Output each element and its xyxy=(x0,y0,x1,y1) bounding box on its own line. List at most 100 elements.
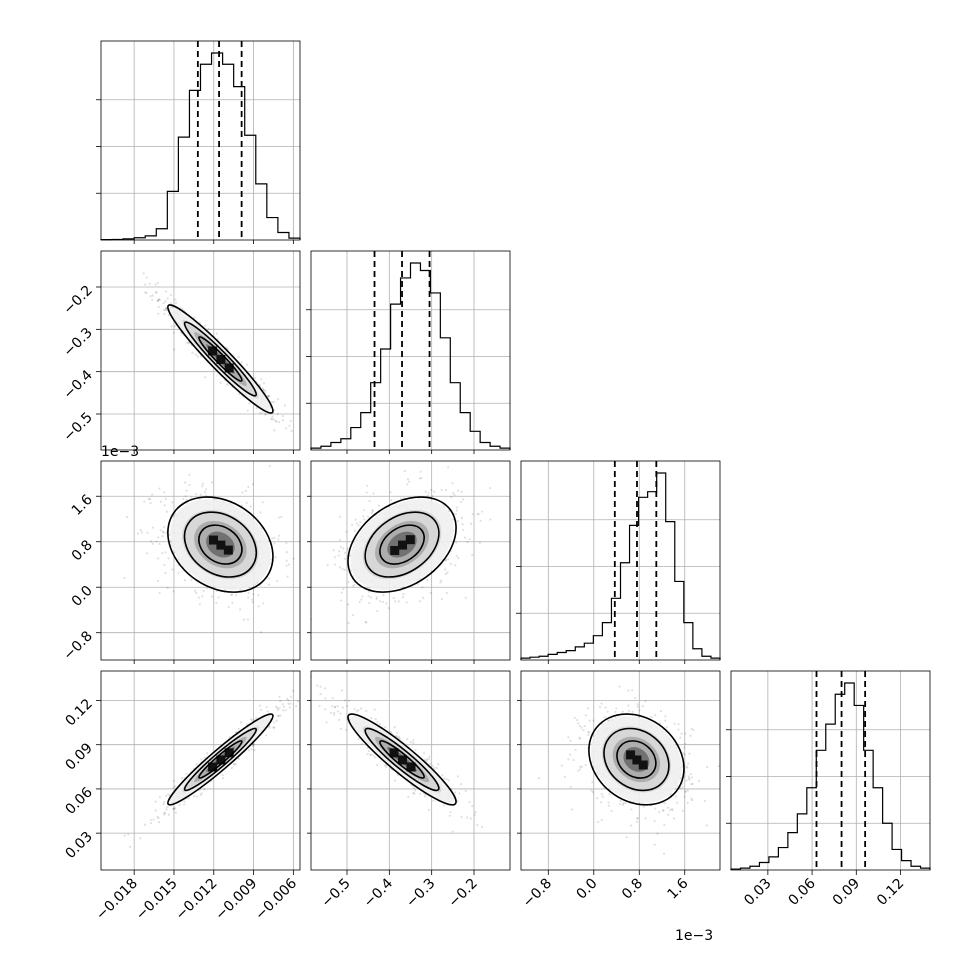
sample-point xyxy=(679,736,682,739)
contour-0 xyxy=(588,713,685,806)
sample-point xyxy=(239,721,243,724)
density-peak xyxy=(208,762,218,772)
sample-point xyxy=(393,726,396,729)
sample-point xyxy=(331,705,334,708)
sample-point xyxy=(444,572,447,576)
sample-point xyxy=(453,791,457,794)
sample-point xyxy=(423,795,427,798)
sample-point xyxy=(260,378,263,381)
scatter-panel-3-2 xyxy=(520,670,721,871)
sample-point xyxy=(163,800,166,803)
sample-point xyxy=(339,712,342,715)
sample-point xyxy=(341,706,344,709)
sample-point xyxy=(601,795,604,798)
sample-point xyxy=(459,500,463,503)
sample-point xyxy=(681,809,685,812)
sample-point xyxy=(157,820,161,824)
sample-point xyxy=(248,402,251,405)
sample-point xyxy=(406,483,409,486)
hist-panel-0 xyxy=(96,40,301,241)
sample-point xyxy=(193,795,196,798)
contour-1 xyxy=(183,511,258,578)
sample-point xyxy=(360,598,363,601)
sample-point xyxy=(164,571,167,575)
sample-point xyxy=(199,355,202,358)
sample-point xyxy=(262,389,265,392)
sample-point xyxy=(199,493,202,496)
sample-point xyxy=(662,809,665,812)
sample-point xyxy=(169,293,173,297)
x-tick-label-0: −0.006 xyxy=(252,875,300,923)
sample-point xyxy=(447,779,450,782)
sample-point xyxy=(383,764,386,767)
sample-point xyxy=(139,529,142,532)
sample-point xyxy=(259,631,263,634)
sample-point xyxy=(600,818,603,822)
sample-point xyxy=(261,501,264,504)
sample-point xyxy=(316,684,319,687)
sample-point xyxy=(157,536,160,539)
sample-point xyxy=(295,705,298,708)
sample-point xyxy=(276,708,279,712)
sample-point xyxy=(155,291,158,295)
sample-point xyxy=(158,298,161,302)
sample-point xyxy=(683,746,686,749)
y-tick-label-2: −0.8 xyxy=(60,628,95,663)
sample-point xyxy=(456,775,460,778)
density-peak xyxy=(224,363,234,373)
sample-point xyxy=(267,394,271,398)
sample-point xyxy=(379,600,382,603)
density-peak xyxy=(405,535,415,545)
sample-point xyxy=(366,484,369,487)
density-peak xyxy=(389,748,399,758)
sample-point xyxy=(162,802,165,806)
sample-point xyxy=(480,825,484,828)
sample-point xyxy=(582,729,585,732)
sample-point xyxy=(345,728,348,731)
sample-point xyxy=(365,709,368,713)
sample-point xyxy=(373,756,376,759)
sample-point xyxy=(397,600,400,603)
sample-point xyxy=(154,809,157,812)
sample-point xyxy=(262,388,265,391)
sample-point xyxy=(340,599,343,602)
sample-point xyxy=(226,347,229,350)
sample-point xyxy=(369,754,372,757)
scatter-panel-1-0 xyxy=(100,250,301,451)
panel-frame xyxy=(520,460,721,661)
sample-point xyxy=(420,477,423,480)
sample-point xyxy=(326,563,329,567)
sample-point xyxy=(261,387,264,390)
sample-point xyxy=(627,709,631,713)
sample-point xyxy=(188,473,191,476)
sample-point xyxy=(270,417,273,420)
sample-point xyxy=(684,790,687,793)
sample-point xyxy=(597,820,600,824)
sample-point xyxy=(237,727,240,730)
sample-point xyxy=(683,795,686,798)
sample-point xyxy=(385,602,388,605)
sample-point xyxy=(537,777,541,780)
sample-point xyxy=(413,792,416,795)
sample-point xyxy=(156,579,160,583)
sample-point xyxy=(273,721,276,724)
x-tick-label-3: 0.03 xyxy=(741,876,774,909)
sample-point xyxy=(240,361,243,364)
contour-2 xyxy=(198,524,243,565)
sample-point xyxy=(287,702,290,705)
sample-point xyxy=(627,689,630,692)
sample-point xyxy=(599,801,603,804)
sample-point xyxy=(343,699,347,702)
sample-point xyxy=(169,302,172,305)
panel-content xyxy=(123,464,295,634)
sample-point xyxy=(166,805,169,809)
sample-point xyxy=(161,535,164,538)
hist-panel-1 xyxy=(306,250,511,451)
sample-point xyxy=(460,490,463,494)
sample-point xyxy=(201,482,204,486)
sample-point xyxy=(432,799,435,802)
sample-point xyxy=(242,618,246,621)
sample-point xyxy=(687,777,691,780)
sample-point xyxy=(426,494,429,497)
sample-point xyxy=(580,765,584,768)
